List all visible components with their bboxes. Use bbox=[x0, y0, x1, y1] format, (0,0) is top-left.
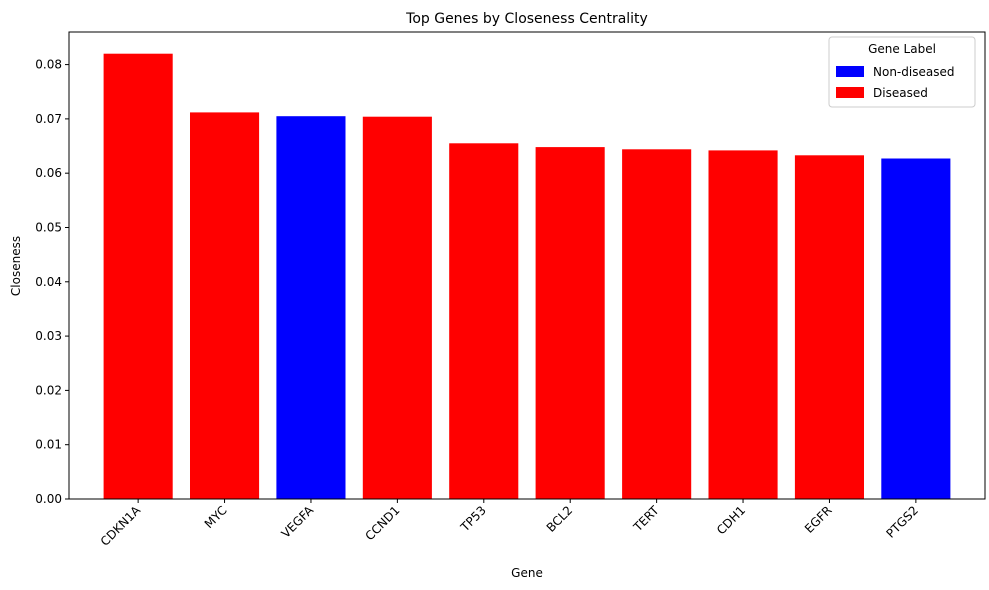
y-tick-label-3: 0.03 bbox=[35, 329, 62, 343]
legend-swatch-diseased bbox=[836, 87, 864, 98]
bar-myc bbox=[190, 112, 260, 500]
bar-cdkn1a bbox=[103, 53, 173, 499]
x-tick-label-myc: MYC bbox=[202, 503, 230, 531]
bar-ccnd1 bbox=[362, 116, 432, 499]
x-tick-label-bcl2: BCL2 bbox=[544, 503, 576, 535]
x-tick-label-egfr: EGFR bbox=[802, 503, 835, 536]
y-tick-label-0: 0.00 bbox=[35, 492, 62, 506]
x-tick-label-ccnd1: CCND1 bbox=[362, 503, 402, 543]
bar-vegfa bbox=[276, 116, 346, 499]
y-axis: 0.00 0.01 0.02 0.03 0.04 0.05 0.06 0.07 0.08 bbox=[35, 58, 69, 506]
legend-title: Gene Label bbox=[868, 42, 936, 56]
x-tick-label-tert: TERT bbox=[630, 503, 662, 535]
y-tick-label-5: 0.05 bbox=[35, 220, 62, 234]
x-tick-label-cdkn1a: CDKN1A bbox=[98, 503, 144, 549]
legend-label-non-diseased: Non-diseased bbox=[873, 65, 954, 79]
bars-group bbox=[103, 53, 951, 500]
plot-frame bbox=[68, 31, 986, 500]
x-tick-label-vegfa: VEGFA bbox=[279, 503, 317, 541]
bar-bcl2 bbox=[535, 147, 605, 499]
bar-ptgs2 bbox=[881, 158, 951, 499]
chart-title: Top Genes by Closeness Centrality bbox=[405, 11, 648, 27]
legend-swatch-non-diseased bbox=[836, 66, 864, 77]
legend: Gene Label Non-diseased Diseased bbox=[828, 36, 976, 108]
x-tick-label-cdh1: CDH1 bbox=[714, 503, 748, 537]
y-tick-label-1: 0.01 bbox=[35, 438, 62, 452]
y-tick-label-4: 0.04 bbox=[35, 275, 62, 289]
bar-tp53 bbox=[449, 143, 519, 500]
legend-box bbox=[828, 36, 976, 108]
x-axis: CDKN1A MYC VEGFA CCND1 TP53 BCL2 TERT CDH1 EGFR P… bbox=[98, 499, 921, 549]
bar-cdh1 bbox=[708, 150, 778, 499]
y-axis-label: Closeness bbox=[9, 236, 23, 296]
x-tick-label-ptgs2: PTGS2 bbox=[883, 503, 921, 541]
y-tick-label-2: 0.02 bbox=[35, 383, 62, 397]
y-tick-label-8: 0.08 bbox=[35, 58, 62, 72]
bar-egfr bbox=[794, 155, 864, 500]
x-axis-label: Gene bbox=[511, 566, 543, 580]
y-tick-label-7: 0.07 bbox=[35, 112, 62, 126]
bar-tert bbox=[622, 149, 692, 500]
legend-label-diseased: Diseased bbox=[873, 86, 928, 100]
y-tick-label-6: 0.06 bbox=[35, 166, 62, 180]
x-tick-label-tp53: TP53 bbox=[457, 503, 489, 535]
